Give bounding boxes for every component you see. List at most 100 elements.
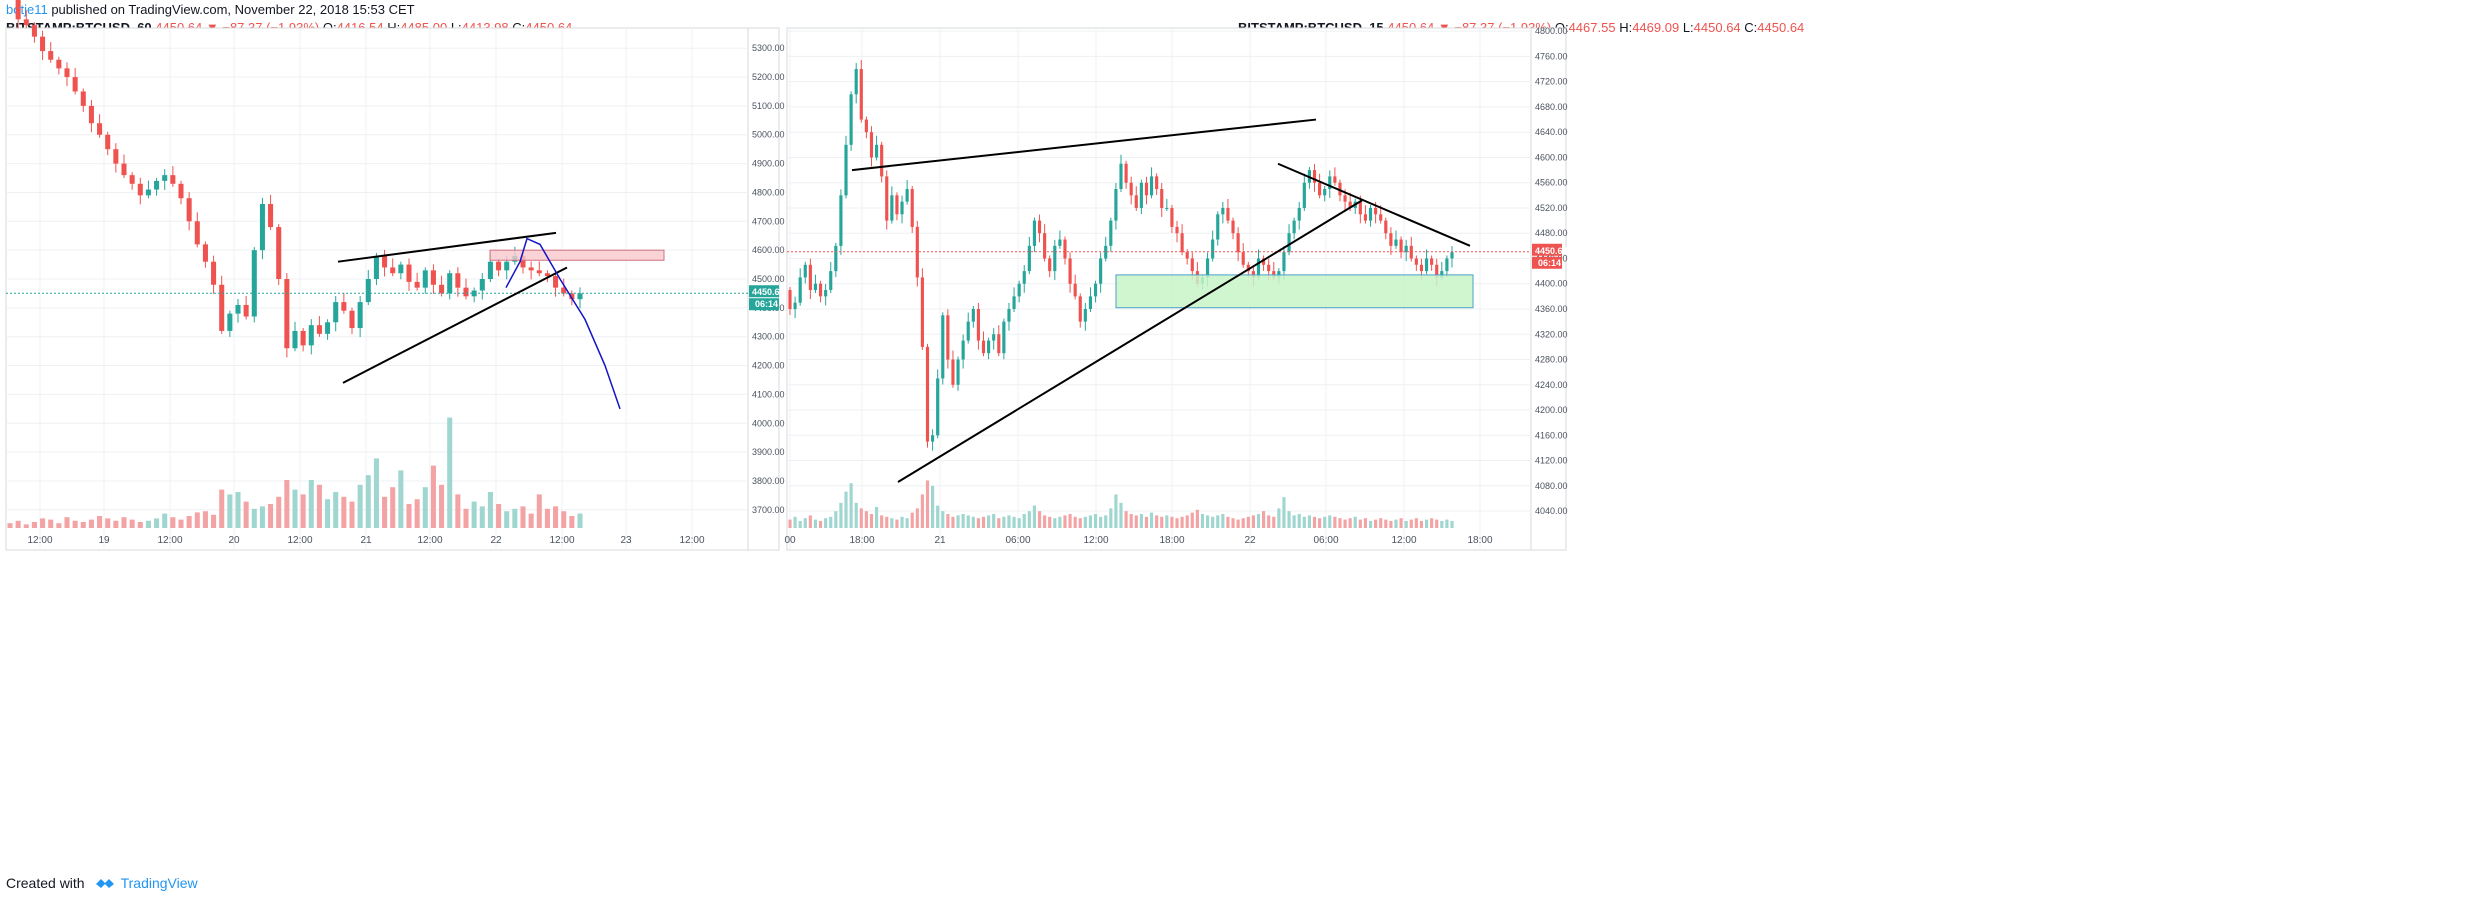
volume-bar bbox=[885, 516, 889, 528]
volume-bar bbox=[487, 492, 493, 528]
volume-bar bbox=[1312, 516, 1317, 528]
candle-body bbox=[1445, 258, 1449, 272]
volume-bar bbox=[471, 501, 477, 528]
candle-body bbox=[219, 284, 225, 331]
volume-bar bbox=[455, 494, 461, 528]
volume-bar bbox=[40, 518, 46, 528]
volume-bar bbox=[219, 489, 225, 528]
volume-bar bbox=[479, 506, 485, 528]
candle-body bbox=[987, 340, 991, 354]
volume-bar bbox=[1445, 519, 1449, 528]
volume-bar bbox=[1068, 514, 1072, 528]
x-tick-label: 00 bbox=[784, 535, 796, 546]
volume-bar bbox=[813, 519, 818, 528]
chart-pane-1h: 5300.00 5200.00 5100.00 5000.00 4900.00 4800.… bbox=[5, 0, 785, 551]
y-tick-label: 4520.00 bbox=[1535, 203, 1568, 213]
x-tick-label: 18:00 bbox=[849, 535, 874, 546]
volume-bar bbox=[1399, 518, 1403, 528]
y-tick-label: 4680.00 bbox=[1535, 102, 1568, 112]
y-tick-label: 5200.00 bbox=[752, 72, 785, 82]
x-tick-label: 21 bbox=[934, 535, 946, 546]
tradingview-link[interactable]: TradingView bbox=[120, 875, 198, 891]
candle-body bbox=[154, 180, 160, 190]
volume-bar bbox=[316, 484, 322, 528]
y-tick-label: 4040.00 bbox=[1535, 506, 1568, 516]
candle-body bbox=[113, 149, 119, 164]
volume-bar bbox=[1328, 515, 1332, 528]
y-tick-label: 4320.00 bbox=[1535, 329, 1568, 339]
candle-body bbox=[1160, 189, 1164, 208]
volume-bar bbox=[129, 519, 135, 528]
candle-body bbox=[890, 195, 894, 221]
candle-body bbox=[56, 59, 62, 69]
candle-body bbox=[874, 144, 879, 158]
volume-bar bbox=[235, 492, 241, 528]
volume-bar bbox=[520, 506, 526, 528]
candle-body bbox=[1165, 207, 1169, 209]
candle-body bbox=[1287, 233, 1291, 253]
candle-body bbox=[951, 359, 955, 385]
charts-canvas[interactable]: 5300.005200.005100.005000.004900.004800.… bbox=[0, 0, 2471, 870]
volume-bar bbox=[966, 515, 970, 528]
volume-bar bbox=[276, 496, 282, 528]
trendline-descending bbox=[1277, 162, 1471, 247]
candle-body bbox=[398, 264, 404, 274]
volume-bar bbox=[1419, 521, 1424, 528]
candle-body bbox=[373, 255, 379, 279]
candle-body bbox=[479, 279, 485, 291]
volume-bar bbox=[808, 515, 812, 528]
candle-body bbox=[1430, 258, 1434, 265]
candle-body bbox=[931, 435, 935, 442]
volume-bar bbox=[915, 508, 919, 528]
candle-body bbox=[170, 175, 176, 184]
volume-bar bbox=[1272, 516, 1276, 528]
volume-bar bbox=[145, 520, 151, 528]
volume-bar bbox=[936, 505, 940, 528]
candle-body bbox=[854, 69, 858, 95]
volume-bar bbox=[1363, 518, 1368, 528]
volume-bar bbox=[1114, 494, 1118, 528]
candle-body bbox=[946, 315, 950, 360]
last-price-label: 4450.64 bbox=[752, 287, 785, 297]
volume-bar bbox=[1226, 516, 1230, 528]
volume-bar bbox=[981, 516, 986, 528]
volume-bar bbox=[284, 480, 290, 528]
volume-bar bbox=[1134, 515, 1138, 528]
volume-bar bbox=[1262, 511, 1266, 528]
candle-body bbox=[308, 325, 314, 346]
volume-bar bbox=[1348, 518, 1352, 528]
volume-bar bbox=[992, 514, 996, 528]
y-tick-label: 4160.00 bbox=[1535, 430, 1568, 440]
candle-body bbox=[1139, 182, 1143, 208]
candle-body bbox=[1348, 201, 1352, 208]
y-tick-label: 4120.00 bbox=[1535, 456, 1568, 466]
volume-bar bbox=[1292, 515, 1296, 528]
candle-body bbox=[880, 144, 884, 177]
volume-bar bbox=[512, 508, 518, 528]
candle-body bbox=[40, 36, 46, 52]
candle-body bbox=[1114, 189, 1118, 221]
volume-bar bbox=[793, 516, 797, 528]
y-tick-label: 4280.00 bbox=[1535, 355, 1568, 365]
trendline-lower bbox=[342, 266, 568, 384]
candle-body bbox=[1389, 233, 1393, 246]
candle-body bbox=[1211, 239, 1215, 259]
candle-body bbox=[1282, 252, 1286, 272]
candle-body bbox=[829, 271, 833, 291]
volume-bar bbox=[292, 489, 298, 528]
candle-body bbox=[577, 293, 583, 300]
candle-body bbox=[1185, 252, 1189, 259]
x-tick-label: 22 bbox=[490, 535, 502, 546]
volume-bar bbox=[931, 486, 935, 528]
volume-bar bbox=[1236, 519, 1240, 528]
volume-bar bbox=[1165, 515, 1169, 528]
volume-bar bbox=[1078, 518, 1082, 528]
created-with-text: Created with bbox=[6, 875, 85, 891]
candle-body bbox=[1027, 245, 1031, 272]
candle-body bbox=[1002, 321, 1006, 354]
volume-bar bbox=[1160, 516, 1164, 528]
candle-body bbox=[1129, 182, 1133, 196]
volume-bar bbox=[844, 491, 848, 528]
candle-body bbox=[316, 325, 322, 334]
volume-bar bbox=[64, 517, 70, 528]
